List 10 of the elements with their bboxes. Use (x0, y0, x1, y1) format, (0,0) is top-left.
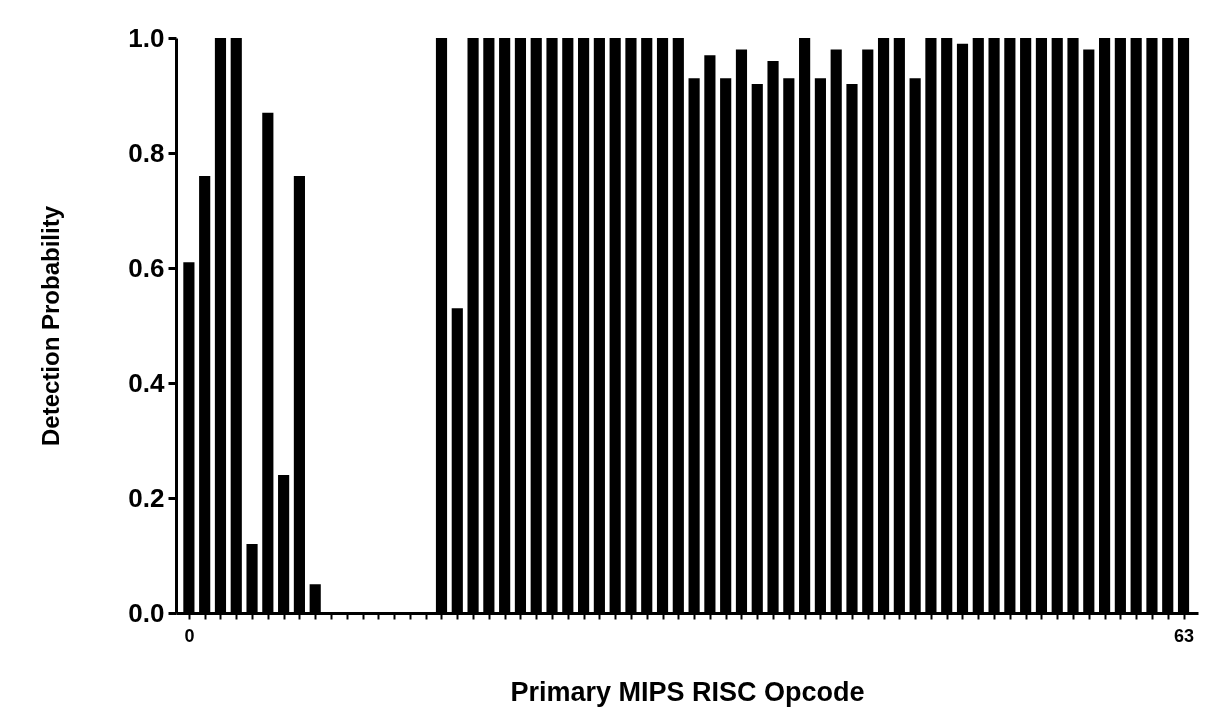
y-tick-label: 0.4 (128, 367, 166, 398)
y-axis-title: Detection Probability (37, 205, 65, 447)
y-tick-label: 0.6 (128, 252, 165, 283)
x-axis-title: Primary MIPS RISC Opcode (510, 676, 865, 707)
y-tick-label: 1.0 (128, 22, 165, 53)
y-tick-label: 0.8 (128, 137, 165, 168)
y-tick-label: 0.0 (128, 597, 165, 628)
x-tick-label: 0 (184, 625, 195, 646)
x-tick-label: 63 (1174, 625, 1195, 646)
y-tick-label: 0.2 (128, 482, 165, 513)
